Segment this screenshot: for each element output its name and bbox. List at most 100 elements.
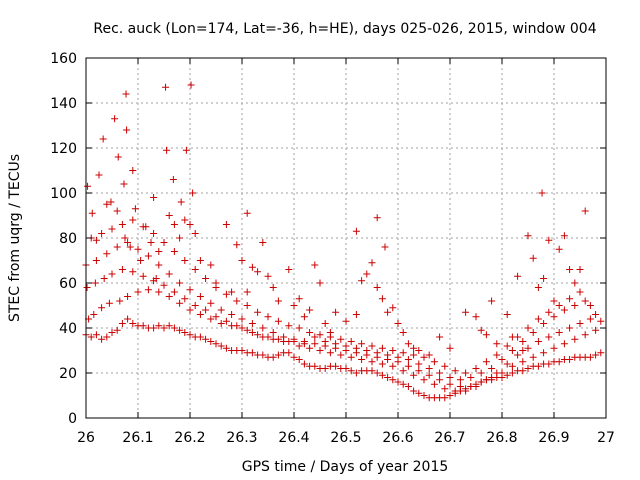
data-point xyxy=(238,347,246,354)
data-point xyxy=(550,297,558,305)
data-point xyxy=(592,311,600,318)
data-point xyxy=(555,329,563,336)
data-point xyxy=(311,261,319,269)
data-point xyxy=(108,225,116,233)
data-point xyxy=(332,308,340,316)
data-point xyxy=(446,380,454,388)
data-point xyxy=(92,331,100,339)
data-point xyxy=(498,356,506,363)
data-point xyxy=(581,207,589,215)
data-point xyxy=(368,342,376,350)
data-point xyxy=(103,250,111,258)
data-point xyxy=(165,270,173,278)
data-point xyxy=(108,270,116,278)
data-point xyxy=(137,257,145,264)
data-point xyxy=(337,335,345,343)
data-point xyxy=(98,304,106,312)
data-point xyxy=(107,198,115,206)
data-point xyxy=(373,214,381,222)
data-point xyxy=(142,223,150,231)
data-point xyxy=(534,362,542,370)
data-point xyxy=(139,322,147,330)
data-point xyxy=(165,212,173,219)
data-point xyxy=(482,376,490,384)
data-point xyxy=(472,383,480,390)
data-point xyxy=(415,347,423,354)
data-point xyxy=(576,288,584,296)
x-tick-label: 26.9 xyxy=(538,430,569,446)
data-point xyxy=(555,358,563,366)
data-point xyxy=(217,342,225,350)
data-point xyxy=(410,351,418,359)
data-point xyxy=(162,83,170,91)
y-tick-label: 140 xyxy=(50,96,77,112)
data-point xyxy=(534,284,542,291)
data-point xyxy=(462,369,470,377)
data-point xyxy=(540,320,548,327)
data-point xyxy=(170,248,178,255)
data-point xyxy=(451,367,459,375)
data-point xyxy=(316,279,324,287)
data-point xyxy=(129,320,137,327)
data-point xyxy=(566,356,574,363)
data-point xyxy=(462,308,470,316)
data-point xyxy=(105,299,113,307)
data-point xyxy=(264,333,272,341)
data-point xyxy=(88,209,96,217)
data-point xyxy=(238,324,246,332)
data-point xyxy=(524,365,532,372)
data-point xyxy=(482,331,490,339)
data-point xyxy=(566,295,574,303)
data-point xyxy=(420,353,428,361)
data-point xyxy=(441,362,449,370)
data-point xyxy=(404,356,412,363)
data-point xyxy=(415,367,423,375)
data-point xyxy=(122,90,130,98)
data-point xyxy=(113,243,121,251)
data-point xyxy=(196,333,204,341)
x-tick-label: 26.6 xyxy=(382,430,413,446)
data-point xyxy=(514,351,522,359)
y-tick-label: 100 xyxy=(50,186,77,202)
data-point xyxy=(222,317,230,325)
data-point xyxy=(503,342,511,350)
data-point xyxy=(212,279,220,287)
data-point xyxy=(92,257,100,264)
data-point xyxy=(144,286,152,294)
data-point xyxy=(269,329,277,336)
data-point xyxy=(233,322,241,330)
data-point xyxy=(399,380,407,388)
data-point xyxy=(189,189,197,197)
data-point xyxy=(597,349,605,357)
data-point xyxy=(555,245,563,253)
data-point xyxy=(306,344,314,352)
data-point xyxy=(342,317,350,325)
data-point xyxy=(155,322,163,330)
data-point xyxy=(373,284,381,291)
data-point xyxy=(488,297,496,305)
data-point xyxy=(191,266,199,273)
data-point xyxy=(163,146,171,154)
data-point xyxy=(196,311,204,318)
data-point xyxy=(389,304,397,312)
data-point xyxy=(285,338,293,345)
data-point xyxy=(332,340,340,348)
data-point xyxy=(248,263,256,271)
data-point xyxy=(238,315,246,323)
data-point xyxy=(389,362,397,370)
data-point xyxy=(581,297,589,305)
data-point xyxy=(254,268,262,276)
data-point xyxy=(430,358,438,366)
data-point xyxy=(534,338,542,345)
data-point xyxy=(169,176,177,183)
data-point xyxy=(399,349,407,357)
data-point xyxy=(311,333,319,341)
data-point xyxy=(519,347,527,354)
data-point xyxy=(524,232,532,240)
data-point xyxy=(152,275,160,282)
data-point xyxy=(165,293,173,300)
data-point xyxy=(259,239,267,246)
data-point xyxy=(347,367,355,375)
data-point xyxy=(269,353,277,361)
data-point xyxy=(529,254,537,262)
